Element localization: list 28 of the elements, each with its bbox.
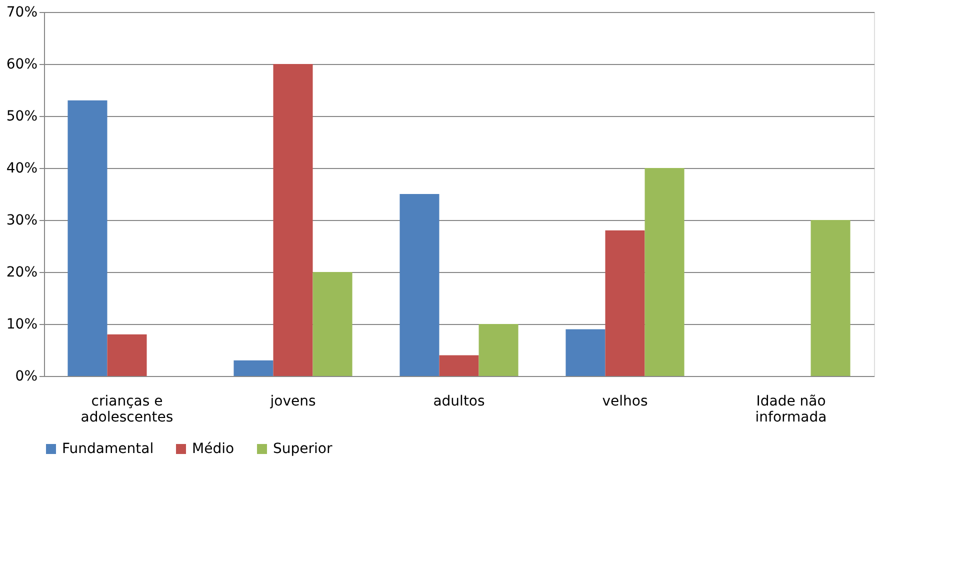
y-tick-label: 30% <box>6 212 38 228</box>
bar <box>644 168 684 376</box>
bar <box>68 100 108 376</box>
bar <box>234 360 274 376</box>
legend-label: Fundamental <box>62 441 154 457</box>
bar <box>400 194 440 376</box>
bar <box>273 64 313 376</box>
y-tick-label: 60% <box>6 56 38 72</box>
bar <box>566 329 606 376</box>
bar <box>107 334 147 376</box>
legend-label: Superior <box>273 441 332 457</box>
bar <box>478 324 518 376</box>
y-tick-label: 40% <box>6 160 38 176</box>
y-tick-label: 70% <box>6 4 38 20</box>
y-tick-label: 50% <box>6 108 38 124</box>
x-tick-label: Idade não informada <box>755 394 827 426</box>
y-tick-label: 10% <box>6 316 38 332</box>
bar <box>439 355 479 376</box>
bar <box>810 220 850 376</box>
x-tick-label: crianças e adolescentes <box>80 394 174 426</box>
x-tick-label: velhos <box>602 394 648 410</box>
legend-label: Médio <box>192 441 234 457</box>
x-tick-label: jovens <box>269 394 316 410</box>
x-tick-label: adultos <box>433 394 485 410</box>
y-tick-label: 20% <box>6 264 38 280</box>
y-tick-label: 0% <box>15 368 38 384</box>
bar <box>605 230 645 376</box>
bar <box>312 272 352 376</box>
